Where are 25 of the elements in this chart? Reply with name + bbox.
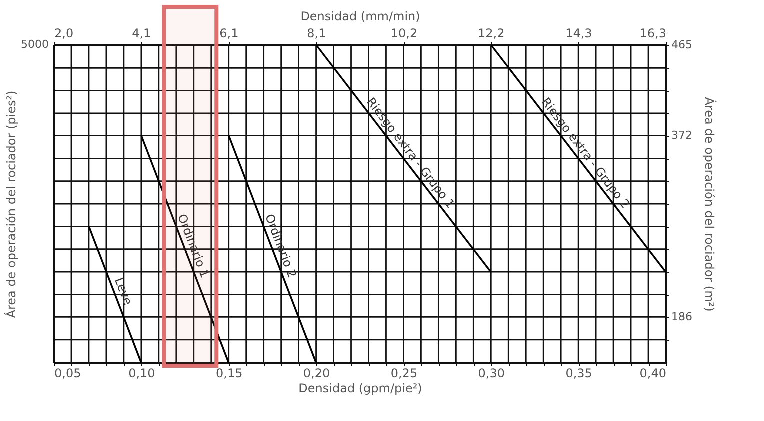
x2-tick-label: 4,1	[132, 26, 152, 40]
y2-tick-label: 465	[672, 38, 692, 52]
x-tick-label: 0,40	[640, 366, 666, 380]
text: 5000	[21, 38, 49, 51]
x-tick-label: 0,10	[128, 366, 156, 380]
x2-tick-label: 16,3	[640, 26, 666, 40]
x2-tick-label: 2,0	[54, 26, 74, 40]
text: Leve	[112, 276, 136, 308]
x2-tick-label: 10,2	[390, 26, 418, 40]
x-tick-label: 0,30	[478, 366, 505, 380]
x2-tick-label: 8,1	[307, 26, 326, 40]
x-tick-label: 0,05	[54, 366, 82, 380]
x-tick-label: 0,25	[390, 366, 418, 380]
y2-tick-label: 186	[672, 310, 692, 324]
x2-axis-title: Densidad (mm/min)	[300, 10, 420, 24]
x2-tick-label: 14,3	[566, 26, 592, 40]
y2-axis-title: Área de operación del rociador (m²)	[702, 97, 718, 312]
x-tick-label: 0,20	[303, 366, 330, 380]
x2-tick-label: 12,2	[478, 26, 505, 40]
y-axis-title: Área de operación del rociador (pies²)	[4, 90, 18, 318]
x-tick-label: 0,15	[216, 366, 243, 380]
x-axis-title: Densidad (gpm/pie²)	[298, 382, 422, 396]
x2-tick-label: 6,1	[220, 26, 239, 40]
x-tick-label: 0,35	[566, 366, 592, 380]
y2-tick-label: 372	[672, 129, 692, 142]
